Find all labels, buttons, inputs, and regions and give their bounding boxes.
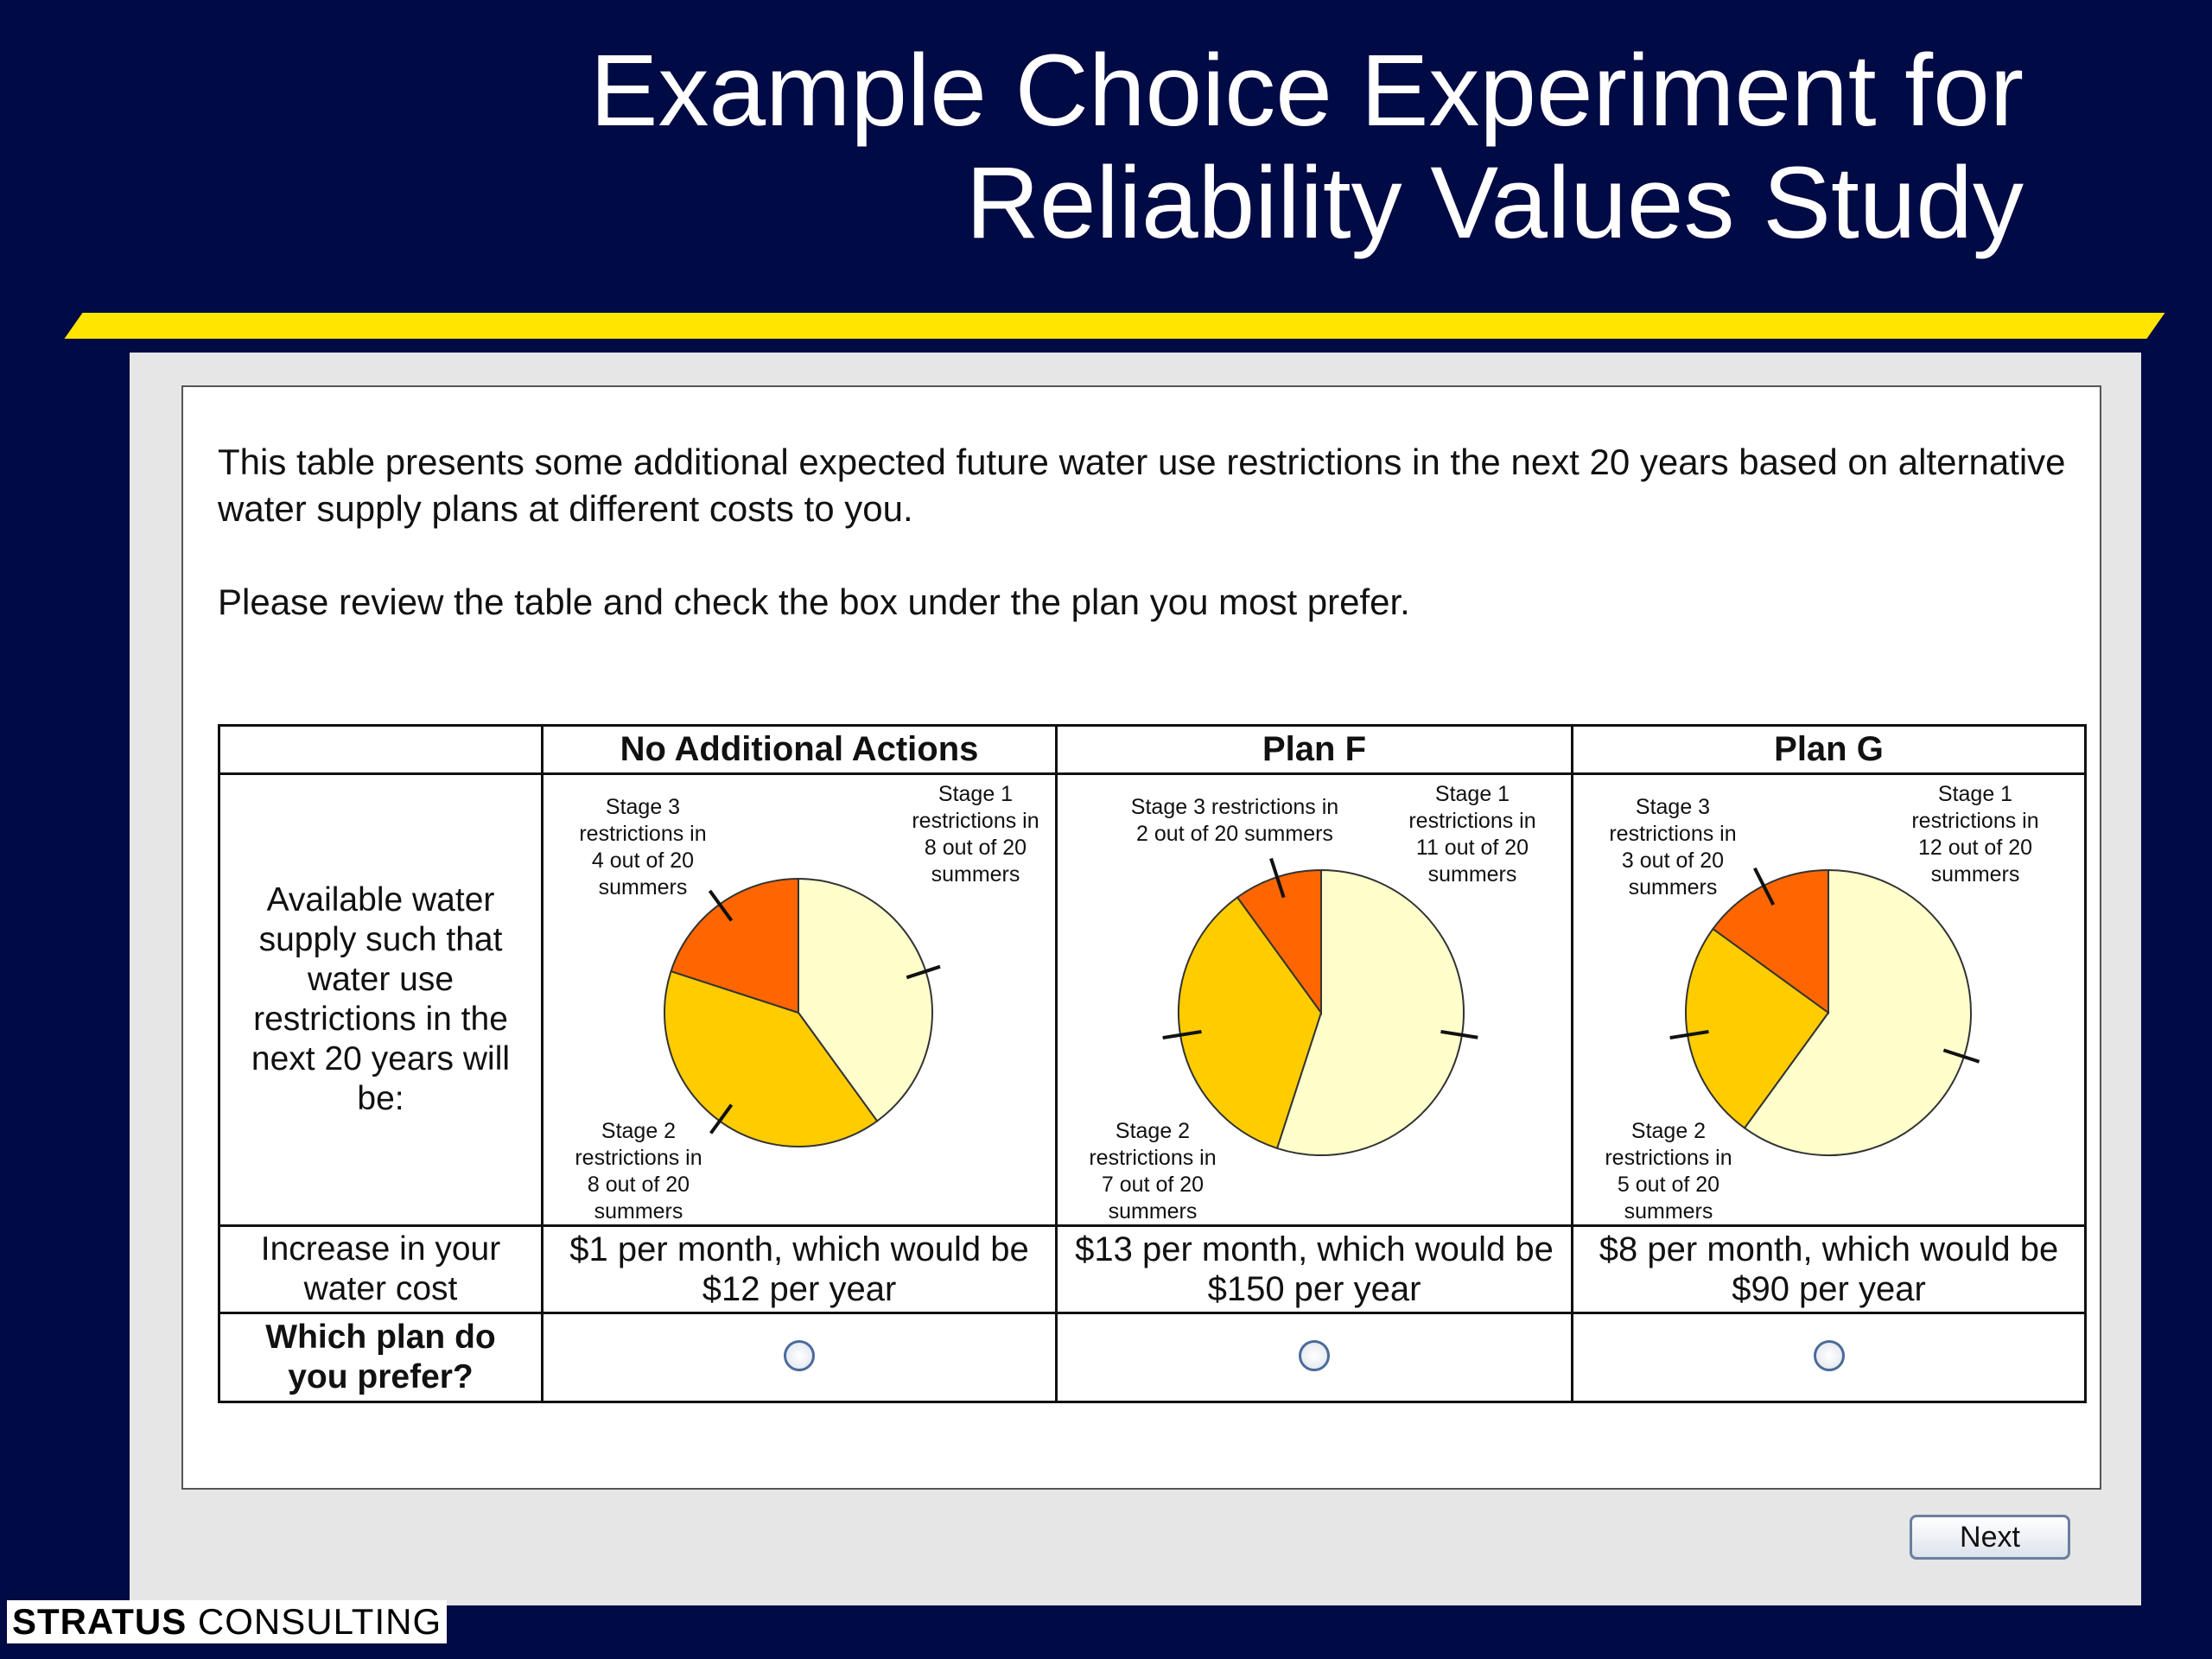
- cost-yearly: $12 per year: [702, 1270, 897, 1308]
- label-stage-2: Stage 2 restrictions in 7 out of 20 summers: [1089, 1119, 1216, 1224]
- radio-plan-g[interactable]: [1813, 1339, 1845, 1371]
- label-stage-1-line: summers: [1428, 862, 1517, 887]
- leader-line-3: [1269, 857, 1286, 899]
- header-plan-g: Plan G: [1571, 724, 2087, 775]
- label-stage-3: Stage 3 restrictions in 2 out of 20 summe…: [1131, 795, 1338, 846]
- cost-monthly: $1 per month, which would be: [569, 1230, 1029, 1268]
- label-stage-1-line: Stage 1: [1938, 782, 2012, 806]
- row-label-cost: Increase in your water cost: [218, 1224, 543, 1314]
- label-stage-1-line: restrictions in: [1911, 809, 2038, 833]
- leader-line-2: [1162, 1029, 1202, 1040]
- pie-cell-plan-f: Stage 1 restrictions in 11 out of 20 summer…: [1055, 772, 1573, 1227]
- label-stage-1-line: summers: [1931, 862, 2020, 887]
- table-row-supply: Available water supply such that water u…: [218, 772, 2087, 1227]
- label-stage-2-line: restrictions in: [575, 1146, 702, 1170]
- leader-line-1: [906, 964, 941, 980]
- pie-chart-no-additional-actions: Stage 1 restrictions in 8 out of 20 summers…: [575, 782, 1039, 1224]
- cost-cell-plan-g: $8 per month, which would be $90 per yea…: [1571, 1224, 2087, 1314]
- radio-no-additional-actions[interactable]: [784, 1339, 815, 1371]
- cost-cell-plan-f: $13 per month, which would be $150 per y…: [1055, 1224, 1573, 1314]
- label-stage-2-line: Stage 2: [1631, 1119, 1706, 1143]
- radio-cell-plan-f: [1055, 1312, 1573, 1403]
- survey-intro: This table presents some additional expe…: [218, 439, 2084, 626]
- label-stage-2: Stage 2 restrictions in 8 out of 20 summers: [575, 1119, 702, 1224]
- brand-name-bold: STRATUS: [12, 1601, 188, 1642]
- radio-cell-no-additional-actions: [541, 1312, 1058, 1403]
- row-label-supply: Available water supply such that water u…: [218, 772, 543, 1227]
- label-stage-3: Stage 3 restrictions in 3 out of 20 summers: [1609, 795, 1736, 899]
- leader-line-2: [709, 1103, 734, 1135]
- label-stage-1: Stage 1 restrictions in 11 out of 20 summer…: [1408, 782, 1535, 887]
- label-stage-3-line: restrictions in: [1609, 822, 1736, 846]
- label-stage-3-line: Stage 3: [606, 795, 680, 819]
- label-stage-2-line: summers: [594, 1199, 683, 1224]
- company-logo: STRATUS CONSULTING: [7, 1600, 448, 1643]
- label-stage-3-line: 2 out of 20 summers: [1136, 822, 1333, 846]
- label-stage-3-line: 4 out of 20: [592, 849, 694, 873]
- label-stage-2-line: 7 out of 20: [1102, 1173, 1204, 1197]
- pie-chart-plan-f: Stage 1 restrictions in 11 out of 20 summer…: [1089, 782, 1535, 1224]
- leader-line-3: [708, 889, 734, 922]
- next-button[interactable]: Next: [1910, 1515, 2070, 1560]
- label-stage-2-line: restrictions in: [1605, 1146, 1732, 1170]
- label-stage-3-line: summers: [599, 875, 688, 899]
- pie-cell-no-additional-actions: Stage 1 restrictions in 8 out of 20 summers…: [541, 772, 1058, 1227]
- accent-divider-bar: [64, 313, 2165, 339]
- table-row-prefer: Which plan do you prefer?: [218, 1312, 2087, 1403]
- label-stage-2-line: Stage 2: [1116, 1119, 1190, 1143]
- header-no-additional-actions: No Additional Actions: [541, 724, 1058, 775]
- pie-chart-plan-g: Stage 1 restrictions in 12 out of 20 summer…: [1605, 782, 2038, 1224]
- survey-window: This table presents some additional expe…: [130, 353, 2141, 1605]
- table-header-row: No Additional Actions Plan F Plan G: [218, 724, 2087, 775]
- cost-monthly: $8 per month, which would be: [1599, 1230, 2059, 1268]
- label-stage-2-line: restrictions in: [1089, 1146, 1216, 1170]
- row-label-prefer: Which plan do you prefer?: [218, 1312, 543, 1403]
- leader-line-1: [1942, 1048, 1980, 1064]
- choice-table: No Additional Actions Plan F Plan G Avai…: [218, 724, 2087, 1403]
- leader-line-1: [1440, 1029, 1478, 1039]
- cost-monthly: $13 per month, which would be: [1075, 1230, 1554, 1268]
- label-stage-1: Stage 1 restrictions in 12 out of 20 summer…: [1911, 782, 2038, 887]
- label-stage-2-line: 8 out of 20: [588, 1173, 690, 1197]
- slide-title: Example Choice Experiment for Reliabilit…: [209, 35, 2024, 259]
- table-row-cost: Increase in your water cost $1 per month…: [218, 1224, 2087, 1314]
- pie-cell-plan-g: Stage 1 restrictions in 12 out of 20 summer…: [1571, 772, 2087, 1227]
- cost-yearly: $90 per year: [1732, 1270, 1926, 1308]
- radio-cell-plan-g: [1571, 1312, 2087, 1403]
- label-stage-2: Stage 2 restrictions in 5 out of 20 summers: [1605, 1119, 1732, 1224]
- label-stage-1-line: summers: [931, 862, 1020, 887]
- label-stage-3-line: 3 out of 20: [1622, 849, 1724, 873]
- label-stage-1: Stage 1 restrictions in 8 out of 20 summers: [912, 782, 1039, 887]
- label-stage-2-line: 5 out of 20: [1618, 1173, 1719, 1197]
- leader-line-3: [1753, 867, 1776, 906]
- instruction-text: Please review the table and check the bo…: [218, 582, 1410, 622]
- label-stage-1-line: 12 out of 20: [1918, 836, 2032, 860]
- label-stage-2-line: Stage 2: [601, 1119, 676, 1143]
- slide-title-line-1: Example Choice Experiment for: [589, 34, 2024, 148]
- label-stage-1-line: Stage 1: [1435, 782, 1510, 806]
- label-stage-3-line: restrictions in: [579, 822, 706, 846]
- leader-line-2: [1669, 1029, 1709, 1040]
- label-stage-1-line: 11 out of 20: [1416, 836, 1529, 860]
- label-stage-3-line: summers: [1629, 875, 1718, 899]
- header-empty: [218, 724, 543, 775]
- cost-cell-no-additional-actions: $1 per month, which would be $12 per yea…: [541, 1224, 1058, 1314]
- intro-text: This table presents some additional expe…: [218, 442, 2066, 529]
- header-plan-f: Plan F: [1055, 724, 1573, 775]
- label-stage-1-line: Stage 1: [938, 782, 1013, 806]
- cost-yearly: $150 per year: [1207, 1270, 1421, 1308]
- label-stage-3: Stage 3 restrictions in 4 out of 20 summers: [579, 795, 706, 899]
- label-stage-2-line: summers: [1109, 1199, 1198, 1224]
- label-stage-3-line: Stage 3: [1636, 795, 1710, 819]
- brand-name-rest: CONSULTING: [187, 1601, 442, 1642]
- radio-plan-f[interactable]: [1299, 1339, 1330, 1371]
- label-stage-1-line: 8 out of 20: [925, 836, 1027, 860]
- label-stage-1-line: restrictions in: [1408, 809, 1535, 833]
- survey-question-panel: This table presents some additional expe…: [181, 385, 2101, 1490]
- label-stage-1-line: restrictions in: [912, 809, 1039, 833]
- label-stage-3-line: Stage 3 restrictions in: [1131, 795, 1338, 819]
- slide-title-line-2: Reliability Values Study: [965, 146, 2024, 260]
- label-stage-2-line: summers: [1624, 1199, 1713, 1224]
